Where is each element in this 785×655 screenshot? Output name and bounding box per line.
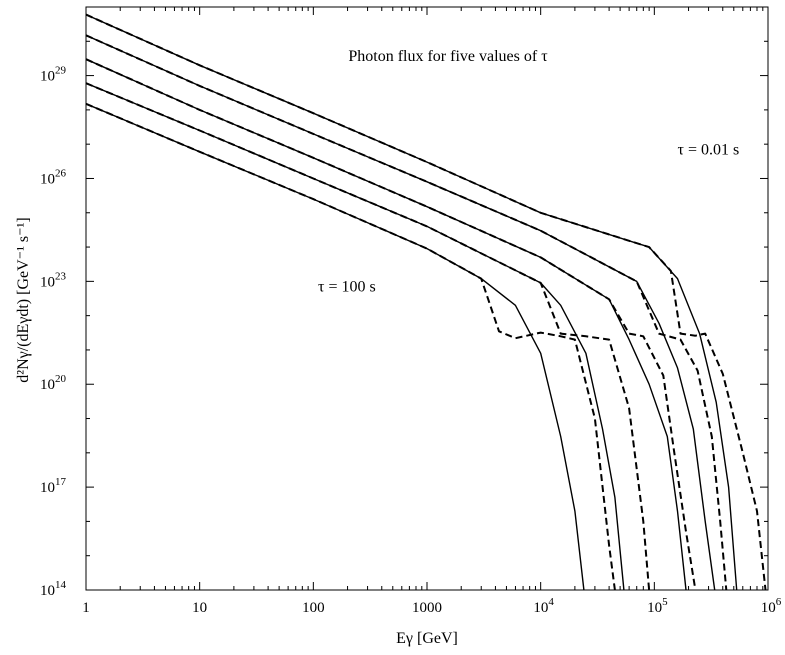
flux-curve-solid — [85, 13, 738, 591]
x-tick-label: 105 — [647, 596, 668, 616]
y-tick-labels: 1014 1017 1020 1023 1026 1029 — [40, 65, 67, 599]
y-axis-title: d²Nγ/(dEγdt) [GeV⁻¹ s⁻¹] — [15, 217, 32, 382]
plot-frame — [85, 6, 769, 591]
y-tick-label: 1014 — [40, 579, 67, 599]
flux-curves — [85, 13, 767, 591]
x-tick-label: 106 — [761, 596, 782, 616]
tick-marks — [85, 6, 769, 591]
x-tick-label: 1 — [82, 600, 90, 616]
flux-curve-dashed — [85, 13, 767, 591]
y-tick-label: 1026 — [40, 167, 67, 187]
x-tick-label: 104 — [533, 596, 554, 616]
x-axis-title: Eγ [GeV] — [396, 630, 458, 647]
flux-curve-solid — [85, 82, 625, 591]
flux-curve-solid — [85, 103, 585, 591]
flux-curve-dashed — [85, 58, 697, 591]
chart-title: Photon flux for five values of τ — [348, 48, 548, 65]
flux-curve-dashed — [85, 102, 616, 591]
y-tick-label: 1017 — [40, 476, 67, 496]
y-tick-label: 1029 — [40, 65, 67, 85]
flux-curve-solid — [85, 34, 716, 591]
x-tick-label: 10 — [192, 600, 207, 616]
x-tick-labels: 1 10 100 1000 104 105 106 — [82, 596, 782, 616]
x-tick-label: 100 — [302, 600, 325, 616]
flux-curve-dashed — [85, 34, 728, 591]
y-tick-label: 1020 — [40, 373, 67, 393]
annotation-tau-100: τ = 100 s — [318, 279, 376, 296]
y-tick-label: 1023 — [40, 270, 67, 290]
flux-curve-dashed — [85, 82, 651, 591]
flux-curve-solid — [85, 58, 687, 591]
annotation-tau-0-01: τ = 0.01 s — [678, 142, 740, 159]
x-tick-label: 1000 — [412, 600, 442, 616]
